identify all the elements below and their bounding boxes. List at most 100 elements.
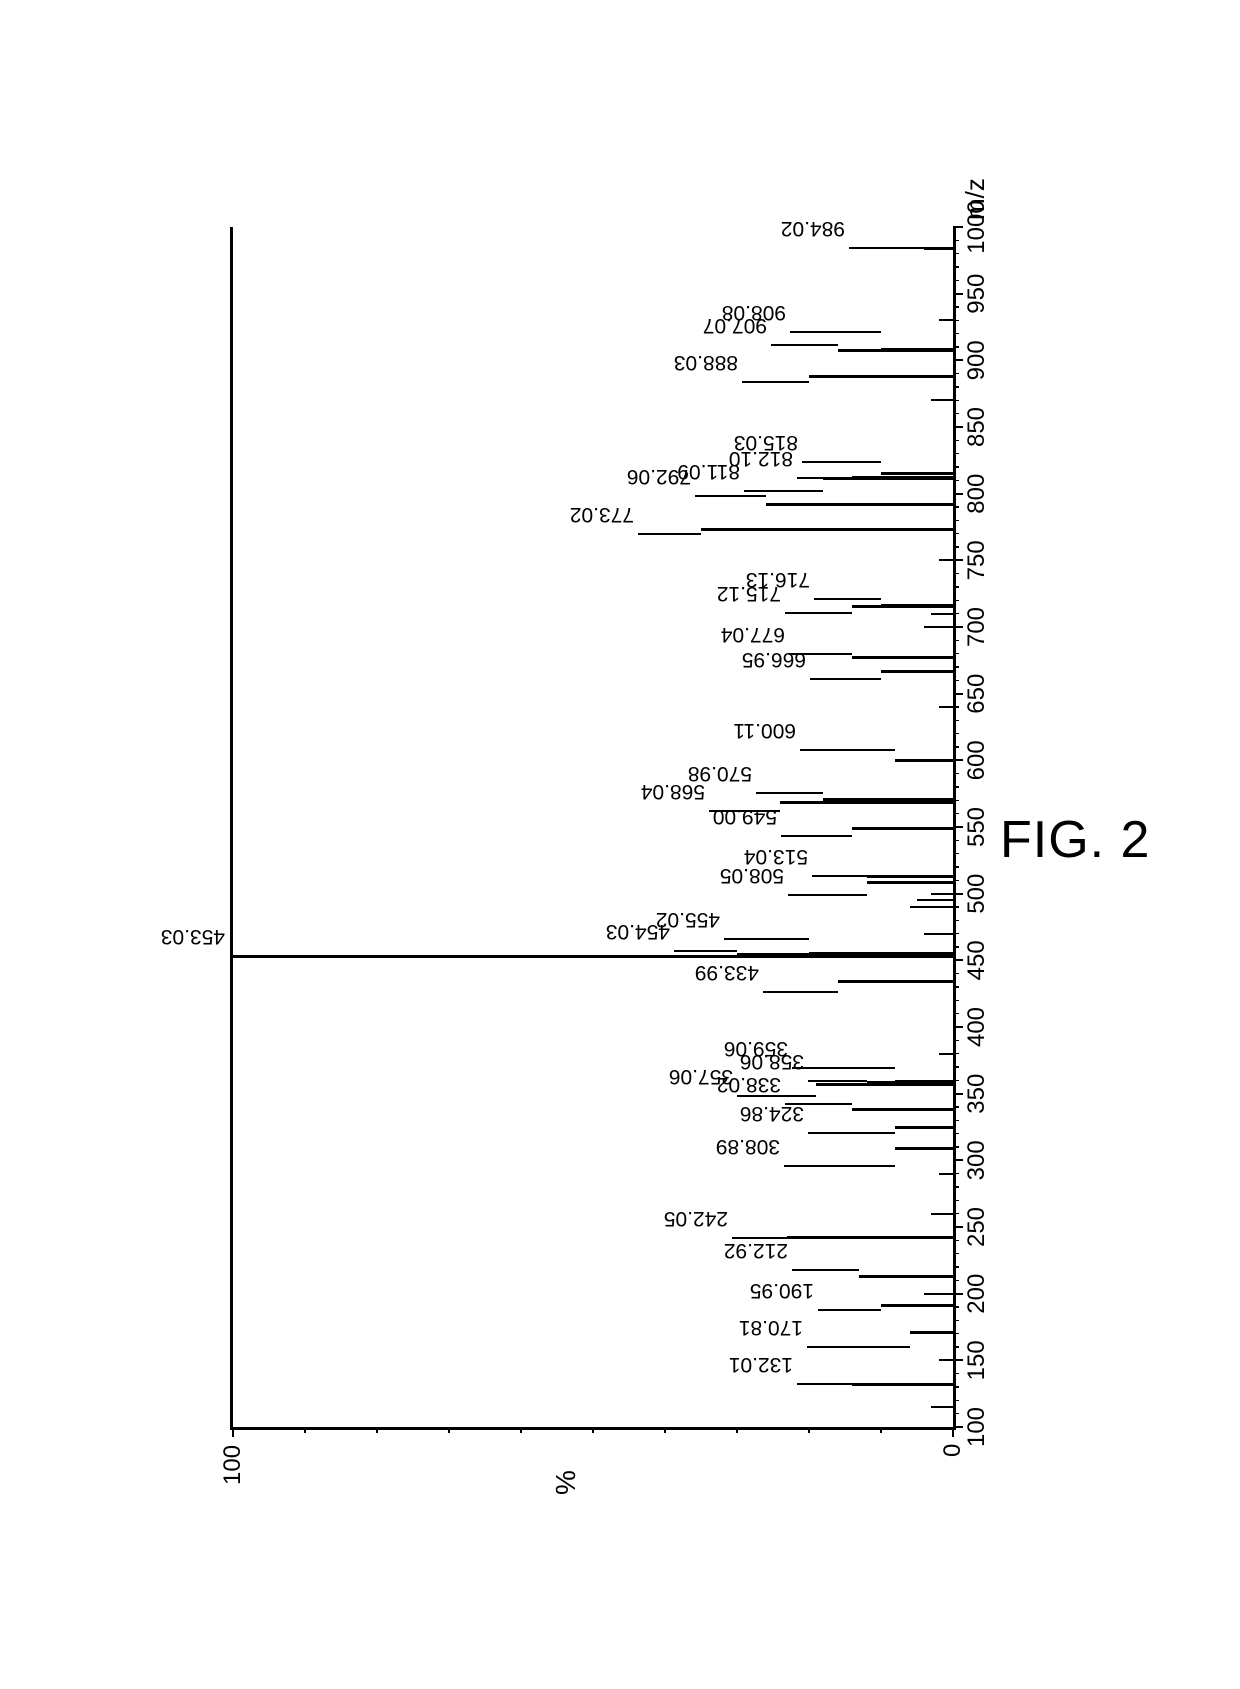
spectrum-peak: [881, 604, 953, 607]
x-tick-label: 500: [963, 874, 991, 914]
x-tick-minor: [953, 600, 959, 602]
x-tick-minor: [953, 373, 959, 375]
peak-leader: [771, 344, 838, 346]
x-tick-minor: [953, 306, 959, 308]
peak-leader: [674, 950, 737, 952]
x-tick: [953, 1293, 963, 1295]
peak-label: 132.01: [729, 1352, 793, 1376]
y-axis-label: %: [550, 1470, 582, 1495]
x-tick-label: 350: [963, 1074, 991, 1114]
peak-label: 600.11: [734, 718, 797, 742]
noise-peak: [939, 1053, 953, 1055]
peak-label: 170.81: [739, 1315, 803, 1339]
x-tick-label: 250: [963, 1207, 991, 1247]
peak-label: 984.02: [781, 216, 845, 240]
x-tick-minor: [953, 533, 959, 535]
x-tick-minor: [953, 320, 959, 322]
noise-peak: [924, 1293, 953, 1295]
noise-peak: [939, 706, 953, 708]
x-tick-minor: [953, 1280, 959, 1282]
x-tick-minor: [953, 346, 959, 348]
x-tick-minor: [953, 880, 959, 882]
peak-leader: [763, 991, 838, 993]
x-tick-minor: [953, 253, 959, 255]
spectrum-peak: [809, 375, 953, 378]
peak-leader: [814, 599, 881, 601]
peak-label: 570.98: [688, 761, 752, 785]
x-tick-minor: [953, 1400, 959, 1402]
x-tick-minor: [953, 1386, 959, 1388]
x-tick-label: 400: [963, 1007, 991, 1047]
x-tick-minor: [953, 266, 959, 268]
x-tick-minor: [953, 653, 959, 655]
x-tick-label: 750: [963, 540, 991, 580]
x-tick-minor: [953, 1240, 959, 1242]
x-tick-label: 900: [963, 340, 991, 380]
peak-label: 513.04: [743, 844, 807, 868]
peak-leader: [756, 792, 823, 794]
x-tick-minor: [953, 920, 959, 922]
peak-leader: [744, 490, 823, 492]
x-tick-label: 550: [963, 807, 991, 847]
x-tick-minor: [953, 520, 959, 522]
x-tick-minor: [953, 613, 959, 615]
peak-label: 359.06: [724, 1036, 788, 1060]
peak-leader: [818, 1309, 881, 1311]
y-tick-label: 0: [939, 1444, 967, 1457]
x-tick-minor: [953, 933, 959, 935]
y-tick-minor: [304, 1427, 306, 1433]
peak-label: 308.89: [716, 1134, 780, 1158]
x-tick-minor: [953, 680, 959, 682]
x-tick-minor: [953, 733, 959, 735]
y-tick-minor: [448, 1427, 450, 1433]
x-tick-minor: [953, 800, 959, 802]
noise-peak: [939, 319, 953, 321]
noise-peak: [910, 906, 953, 908]
x-tick-minor: [953, 1186, 959, 1188]
peak-leader: [797, 1383, 852, 1385]
x-tick-label: 150: [963, 1340, 991, 1380]
spectrum-peak: [867, 875, 953, 878]
spectrum-peak: [838, 980, 953, 983]
x-tick-minor: [953, 1213, 959, 1215]
x-tick: [953, 426, 963, 428]
x-tick-minor: [953, 1346, 959, 1348]
x-tick-minor: [953, 1106, 959, 1108]
x-tick-minor: [953, 586, 959, 588]
peak-leader: [784, 1165, 895, 1167]
noise-peak: [924, 626, 953, 628]
x-tick-minor: [953, 813, 959, 815]
x-tick-minor: [953, 1053, 959, 1055]
peak-leader: [789, 653, 852, 655]
x-tick-label: 650: [963, 674, 991, 714]
peak-label: 190.95: [750, 1278, 814, 1302]
x-tick-minor: [953, 746, 959, 748]
spectrum-peak: [895, 1147, 953, 1150]
spectrum-peak: [852, 827, 953, 830]
x-tick-minor: [953, 573, 959, 575]
x-tick-minor: [953, 786, 959, 788]
peak-label: 773.02: [570, 502, 634, 526]
spectrum-peak: [881, 1304, 953, 1307]
noise-peak: [939, 559, 953, 561]
x-tick: [953, 1159, 963, 1161]
x-tick-minor: [953, 1266, 959, 1268]
spectrum-peak: [701, 528, 953, 531]
x-tick-minor: [953, 1253, 959, 1255]
page: 1001502002503003504004505005506006507007…: [0, 0, 1240, 1689]
peak-label: 716.13: [746, 568, 810, 592]
x-tick: [953, 893, 963, 895]
x-tick-minor: [953, 480, 959, 482]
y-tick-minor: [808, 1427, 810, 1433]
x-tick: [953, 559, 963, 561]
noise-peak: [931, 893, 953, 895]
noise-peak: [931, 399, 953, 401]
peak-leader: [812, 875, 867, 877]
peak-label: 324.86: [740, 1101, 804, 1125]
x-tick-minor: [953, 333, 959, 335]
peak-leader: [638, 533, 701, 535]
peak-label: 433.99: [695, 960, 759, 984]
x-tick-minor: [953, 386, 959, 388]
noise-peak: [931, 1406, 953, 1408]
peak-leader: [742, 381, 809, 383]
